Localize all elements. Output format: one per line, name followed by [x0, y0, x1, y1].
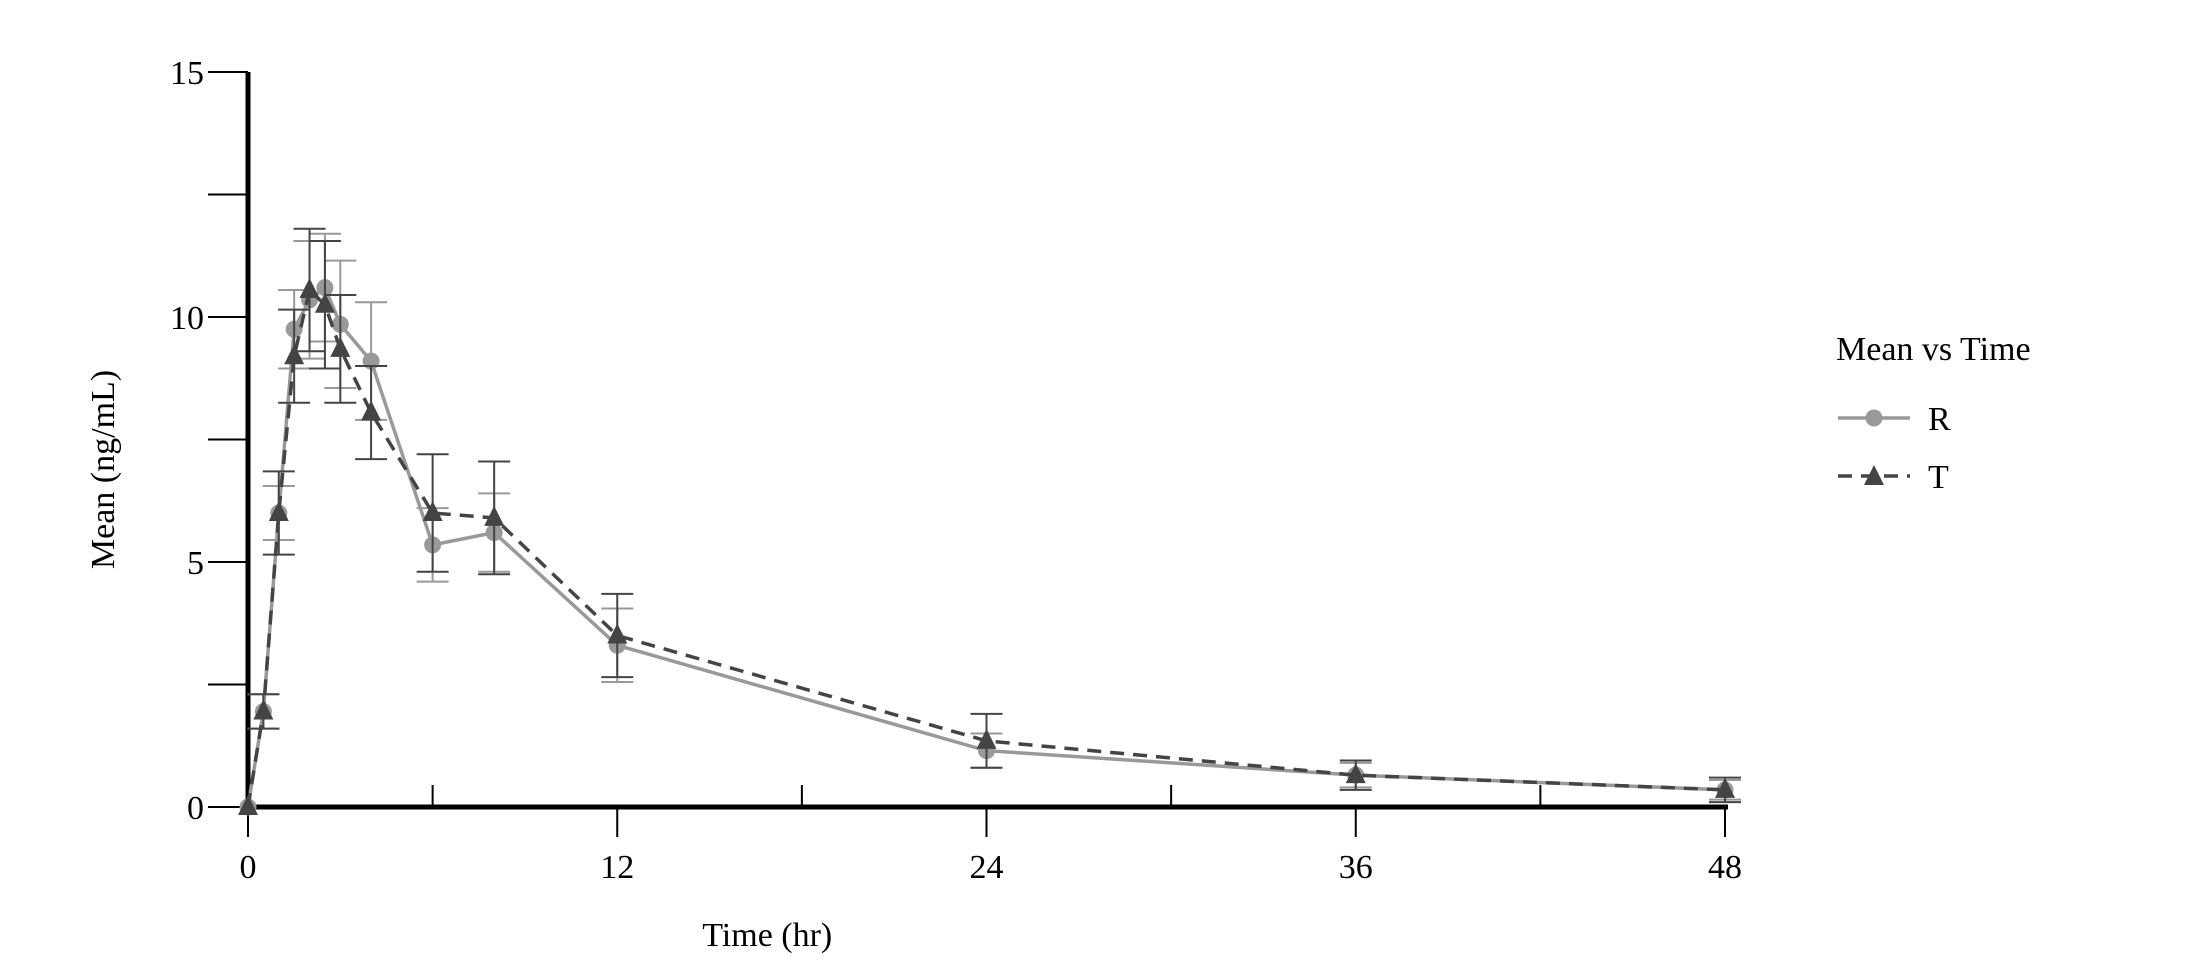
- legend-marker-R: [1865, 409, 1883, 427]
- data-point: [268, 501, 289, 521]
- data-point: [299, 278, 320, 299]
- y-tick-label: 10: [170, 300, 204, 337]
- data-point: [976, 728, 997, 749]
- legend-marker-T: [1864, 465, 1884, 485]
- x-axis-title: Time (hr): [702, 917, 832, 954]
- data-point: [1715, 777, 1735, 798]
- x-tick-label: 12: [600, 849, 634, 886]
- series-T: [238, 227, 1741, 815]
- series-R: [239, 232, 1741, 816]
- data-point: [314, 292, 335, 313]
- x-tick-label: 0: [240, 849, 257, 886]
- data-point: [422, 501, 443, 521]
- data-point: [284, 344, 305, 365]
- y-tick-label: 5: [187, 545, 204, 582]
- x-tick-label: 48: [1708, 849, 1742, 886]
- data-point: [1345, 763, 1366, 784]
- y-tick-label: 15: [170, 55, 204, 92]
- data-point: [361, 400, 382, 421]
- data-point: [253, 699, 274, 720]
- y-axis-title: Mean (ng/mL): [85, 370, 122, 569]
- series-line-T: [246, 286, 1726, 808]
- legend: Mean vs Time RT: [1836, 331, 2031, 496]
- legend-label-R: R: [1928, 401, 1951, 438]
- x-tick-label: 36: [1339, 849, 1373, 886]
- x-tick-label: 24: [970, 849, 1004, 886]
- legend-label-T: T: [1928, 459, 1949, 496]
- y-tick-label: 0: [187, 790, 204, 827]
- data-point: [238, 795, 258, 815]
- plot-area: [238, 227, 1741, 816]
- data-point: [330, 336, 351, 357]
- data-point: [607, 623, 628, 644]
- axes: 0 5 10 15 0 12 24 36 48: [170, 55, 1742, 886]
- data-point: [484, 505, 505, 526]
- legend-title: Mean vs Time: [1836, 331, 2031, 368]
